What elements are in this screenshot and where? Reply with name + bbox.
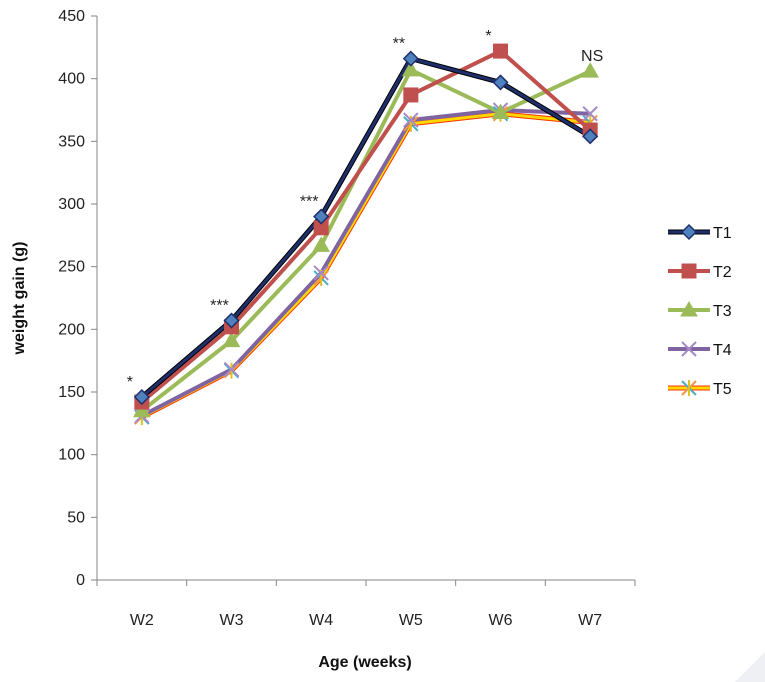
series-layer <box>132 43 600 426</box>
legend-label: T1 <box>713 225 732 242</box>
legend-label: T4 <box>713 342 732 359</box>
legend-item-t4: T4 <box>668 341 732 359</box>
series-t3-point <box>222 331 241 348</box>
x-tick-label: W5 <box>399 612 423 629</box>
series-t4-point <box>223 361 240 378</box>
y-tick-label: 0 <box>76 572 85 589</box>
significance-label: NS <box>581 48 603 65</box>
axes: 0 50 100 150 200 250 300 350 400 450 W2 W3 W4 W5 W6 W7 <box>58 8 636 629</box>
x-tick-label: W2 <box>130 612 154 629</box>
series-t1-point <box>313 208 330 225</box>
y-tick-label: 450 <box>58 8 85 25</box>
series-t4-line <box>140 108 591 418</box>
significance-label: ** <box>393 36 405 53</box>
series-t1-point <box>223 312 240 329</box>
legend: T1 T2 T3 T4 T5 <box>668 223 732 398</box>
series-t1-point <box>402 50 419 67</box>
y-tick-label: 400 <box>58 71 85 88</box>
y-tick-label: 350 <box>58 133 85 150</box>
corner-decoration <box>735 652 765 682</box>
significance-label: * <box>485 28 491 45</box>
legend-swatch-marker <box>681 263 697 279</box>
y-tick-label: 250 <box>58 259 85 276</box>
series-t3-point <box>491 103 510 120</box>
legend-label: T3 <box>713 303 732 320</box>
series-t3-point <box>312 236 331 252</box>
y-tick-label: 300 <box>58 196 85 213</box>
y-tick-label: 200 <box>58 321 85 338</box>
series-t4-point <box>403 112 419 128</box>
legend-swatch-marker <box>681 380 697 396</box>
y-tick-label: 100 <box>58 447 85 464</box>
x-tick-label: W6 <box>489 612 513 629</box>
x-tick-label: W7 <box>578 612 602 629</box>
y-axis-title: weight gain (g) <box>11 242 28 356</box>
y-tick-label: 50 <box>67 509 85 526</box>
series-t3-point <box>401 60 420 77</box>
series-t2-point <box>493 43 508 59</box>
series-t1-point <box>582 128 599 145</box>
series-t1-line <box>140 57 591 399</box>
series-t4-point <box>582 106 598 122</box>
series-t3-point <box>132 401 151 418</box>
legend-item-t1: T1 <box>668 223 732 242</box>
x-axis-title: Age (weeks) <box>318 654 411 671</box>
series-t3-line <box>140 67 592 413</box>
legend-label: T5 <box>713 381 732 398</box>
legend-swatch-marker <box>680 300 698 317</box>
series-t1-point <box>492 74 509 91</box>
significance-label: *** <box>210 298 229 315</box>
series-t2-point <box>403 87 419 103</box>
legend-swatch-marker <box>680 223 698 241</box>
legend-swatch-marker <box>681 341 697 357</box>
series-t5-point <box>403 115 419 132</box>
legend-item-t3: T3 <box>668 300 732 320</box>
series-t3-point <box>581 62 600 78</box>
series-t4-point <box>313 265 329 281</box>
legend-item-t2: T2 <box>668 263 732 281</box>
legend-label: T2 <box>713 264 732 281</box>
significance-label: *** <box>300 194 319 211</box>
legend-item-t5: T5 <box>668 380 732 398</box>
series-t2-line <box>140 49 592 404</box>
annotation-layer: ********* *NS <box>127 28 604 391</box>
x-tick-label: W4 <box>309 612 333 629</box>
significance-label: * <box>127 374 133 391</box>
y-tick-label: 150 <box>58 384 85 401</box>
x-tick-label: W3 <box>220 612 244 629</box>
series-t1-point <box>133 388 150 406</box>
